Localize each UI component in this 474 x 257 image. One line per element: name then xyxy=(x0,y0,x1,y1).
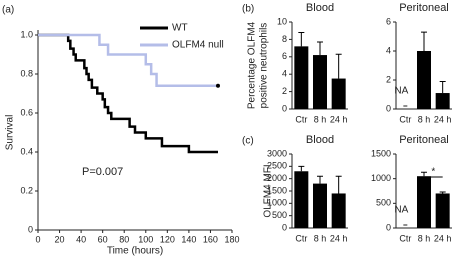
y-axis-label: Survival xyxy=(5,115,16,151)
error-bar xyxy=(421,171,427,177)
y-tick-label: 0.2 xyxy=(20,185,33,195)
y-tick-label: 0.4 xyxy=(20,146,33,156)
x-tick-label: 24 h xyxy=(330,114,348,124)
x-tick-label: 0 xyxy=(35,234,40,244)
x-tick-label: 100 xyxy=(138,234,153,244)
x-tick-label: Ctr xyxy=(399,114,411,124)
chart-title: Peritoneal xyxy=(399,134,449,146)
x-tick-label: 140 xyxy=(181,234,196,244)
bar xyxy=(331,193,346,228)
error-bar xyxy=(317,175,323,184)
annotation: P=0.007 xyxy=(82,166,123,178)
y-axis-label: Percentage OLFM4 xyxy=(247,21,258,109)
bar xyxy=(435,193,450,228)
y-tick-label: 0.8 xyxy=(20,68,33,78)
y-tick-label: 0 xyxy=(386,103,391,113)
x-axis-label: Time (hours) xyxy=(107,246,163,257)
y-tick-label: 500 xyxy=(376,198,391,208)
y-tick-label: 4 xyxy=(386,45,391,55)
y-tick-label: 2 xyxy=(282,86,287,96)
y-tick-label: 8 xyxy=(282,34,287,44)
x-tick-label: 24 h xyxy=(330,233,348,243)
y-tick-label: 1500 xyxy=(371,148,391,158)
y-axis-label: positive neutrophils xyxy=(259,23,270,109)
x-tick-label: 120 xyxy=(160,234,175,244)
x-tick-label: 8 h xyxy=(314,233,327,243)
error-bar xyxy=(335,175,342,194)
x-tick-label: 24 h xyxy=(434,233,452,243)
x-tick-label: 24 h xyxy=(434,114,452,124)
error-bar xyxy=(317,41,323,56)
x-tick-label: 60 xyxy=(98,234,108,244)
y-tick-label: 0.6 xyxy=(20,107,33,117)
y-tick-label: 1000 xyxy=(371,173,391,183)
y-tick-label: 0 xyxy=(386,222,391,232)
chart-title: Blood xyxy=(306,2,334,14)
y-tick-label: 2 xyxy=(386,74,391,84)
y-axis-label: OLFM4 MFI xyxy=(263,164,274,217)
x-tick-label: 80 xyxy=(119,234,129,244)
y-tick-label: 4 xyxy=(282,69,287,79)
bar xyxy=(294,171,309,228)
y-tick-label: 6 xyxy=(386,16,391,26)
x-tick-label: 8 h xyxy=(314,114,327,124)
censor-marker xyxy=(215,83,220,88)
legend-label: WT xyxy=(172,23,188,34)
error-bar xyxy=(335,53,342,79)
x-tick-label: Ctr xyxy=(399,233,411,243)
y-tick-label: 2500 xyxy=(267,161,287,171)
x-tick-label: Ctr xyxy=(295,233,307,243)
error-bar xyxy=(298,165,305,172)
x-tick-label: 8 h xyxy=(418,233,431,243)
survival-line xyxy=(38,33,218,154)
na-label: NA xyxy=(394,205,408,216)
panel-label: (c) xyxy=(242,136,254,147)
error-bar xyxy=(439,80,446,94)
bar xyxy=(435,93,450,109)
bar xyxy=(313,55,327,109)
chart-title: Blood xyxy=(306,134,334,146)
bar xyxy=(313,183,327,228)
y-tick-label: 2000 xyxy=(267,173,287,183)
chart-title: Peritoneal xyxy=(399,2,449,14)
y-tick-label: 0 xyxy=(28,224,33,234)
panel-label: (a) xyxy=(2,5,14,16)
error-bar xyxy=(421,31,427,51)
y-tick-label: 0 xyxy=(282,103,287,113)
x-tick-label: 160 xyxy=(203,234,218,244)
survival-line xyxy=(38,33,218,87)
x-tick-label: Ctr xyxy=(295,114,307,124)
bar xyxy=(417,51,431,109)
y-tick-label: 1.0 xyxy=(20,29,33,39)
error-bar xyxy=(298,31,305,47)
y-tick-label: 6 xyxy=(282,51,287,61)
x-tick-label: 180 xyxy=(224,234,239,244)
bar xyxy=(331,78,346,109)
x-tick-label: 40 xyxy=(76,234,86,244)
bar xyxy=(417,176,431,228)
legend-label: OLFM4 null xyxy=(172,40,224,51)
y-tick-label: 1000 xyxy=(267,198,287,208)
x-tick-label: 8 h xyxy=(418,114,431,124)
y-tick-label: 3000 xyxy=(267,148,287,158)
x-tick-label: 20 xyxy=(55,234,65,244)
bar xyxy=(294,46,309,109)
y-tick-label: 10 xyxy=(277,16,287,26)
panel-label: (b) xyxy=(242,4,254,15)
na-label: NA xyxy=(394,86,408,97)
y-tick-label: 500 xyxy=(272,210,287,220)
y-tick-label: 0 xyxy=(282,222,287,232)
y-tick-label: 1500 xyxy=(267,185,287,195)
error-bar xyxy=(439,191,446,194)
significance-label: * xyxy=(431,167,435,178)
